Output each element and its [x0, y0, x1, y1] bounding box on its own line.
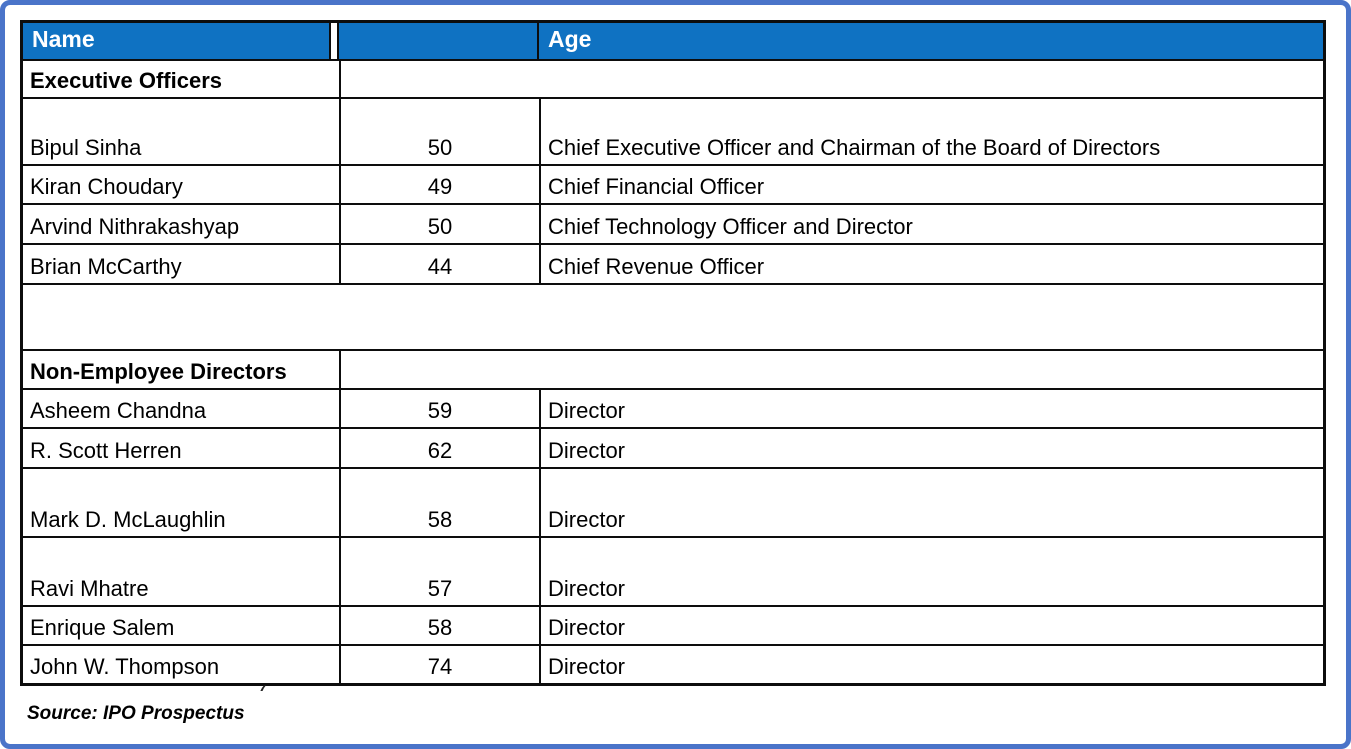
title-cell: Chief Technology Officer and Director	[548, 213, 913, 239]
title-cell: Chief Financial Officer	[548, 173, 765, 199]
section-row-directors: Non-Employee Directors	[23, 351, 1323, 390]
table-row: Kiran Choudary 49 Chief Financial Office…	[23, 166, 1323, 205]
name-cell: Enrique Salem	[23, 607, 341, 644]
spacer-cell	[23, 285, 1323, 349]
age-cell: 57	[341, 538, 541, 605]
section-blank-cell	[341, 61, 1323, 97]
spacer-row	[23, 285, 1323, 351]
section-label: Executive Officers	[23, 61, 341, 97]
title-cell: Director	[548, 437, 626, 463]
age-cell: 62	[341, 429, 541, 467]
title-cell: Chief Revenue Officer	[548, 253, 765, 279]
age-cell: 50	[341, 205, 541, 243]
table-row: Brian McCarthy 44 Chief Revenue Officer	[23, 245, 1323, 285]
age-cell: 58	[341, 607, 541, 644]
table-row: Bipul Sinha 50 Chief Executive Officer a…	[23, 99, 1323, 166]
name-cell: Ravi Mhatre	[23, 538, 341, 605]
header-gap-cell	[331, 23, 339, 59]
table-row: Arvind Nithrakashyap 50 Chief Technology…	[23, 205, 1323, 245]
table-row: John W. Thompson 74 Director	[23, 646, 1323, 683]
age-cell: 58	[341, 469, 541, 536]
source-note: Source: IPO Prospectus	[27, 703, 245, 724]
section-row-executives: Executive Officers	[23, 61, 1323, 99]
header-age-cell: Age	[539, 23, 1323, 59]
title-cell: Director	[548, 575, 626, 601]
officers-directors-table: Name Age Executive Officers Bipul Sinha …	[20, 20, 1326, 686]
name-cell: Arvind Nithrakashyap	[23, 205, 341, 243]
name-cell: Asheem Chandna	[23, 390, 341, 427]
table-row: R. Scott Herren 62 Director	[23, 429, 1323, 469]
table-row: Enrique Salem 58 Director	[23, 607, 1323, 646]
name-cell: Brian McCarthy	[23, 245, 341, 283]
age-cell: 59	[341, 390, 541, 427]
table-row: Mark D. McLaughlin 58 Director	[23, 469, 1323, 538]
title-cell: Director	[548, 506, 626, 532]
table-row: Asheem Chandna 59 Director	[23, 390, 1323, 429]
age-cell: 74	[341, 646, 541, 683]
age-cell: 49	[341, 166, 541, 203]
name-cell: John W. Thompson	[23, 646, 341, 683]
clipped-footnote-artifact: ( )	[258, 684, 304, 691]
header-name-cell: Name	[23, 23, 331, 59]
age-cell: 44	[341, 245, 541, 283]
title-cell: Director	[548, 614, 626, 640]
header-blank-cell	[339, 23, 539, 59]
section-blank-cell	[341, 351, 1323, 388]
title-cell: Director	[548, 653, 626, 679]
title-cell: Director	[548, 397, 626, 423]
name-cell: Bipul Sinha	[23, 99, 341, 164]
name-cell: R. Scott Herren	[23, 429, 341, 467]
title-cell: Chief Executive Officer and Chairman of …	[548, 134, 1161, 160]
table-header-row: Name Age	[23, 23, 1323, 61]
age-cell: 50	[341, 99, 541, 164]
name-cell: Kiran Choudary	[23, 166, 341, 203]
table-row: Ravi Mhatre 57 Director	[23, 538, 1323, 607]
section-label: Non-Employee Directors	[23, 351, 341, 388]
name-cell: Mark D. McLaughlin	[23, 469, 341, 536]
